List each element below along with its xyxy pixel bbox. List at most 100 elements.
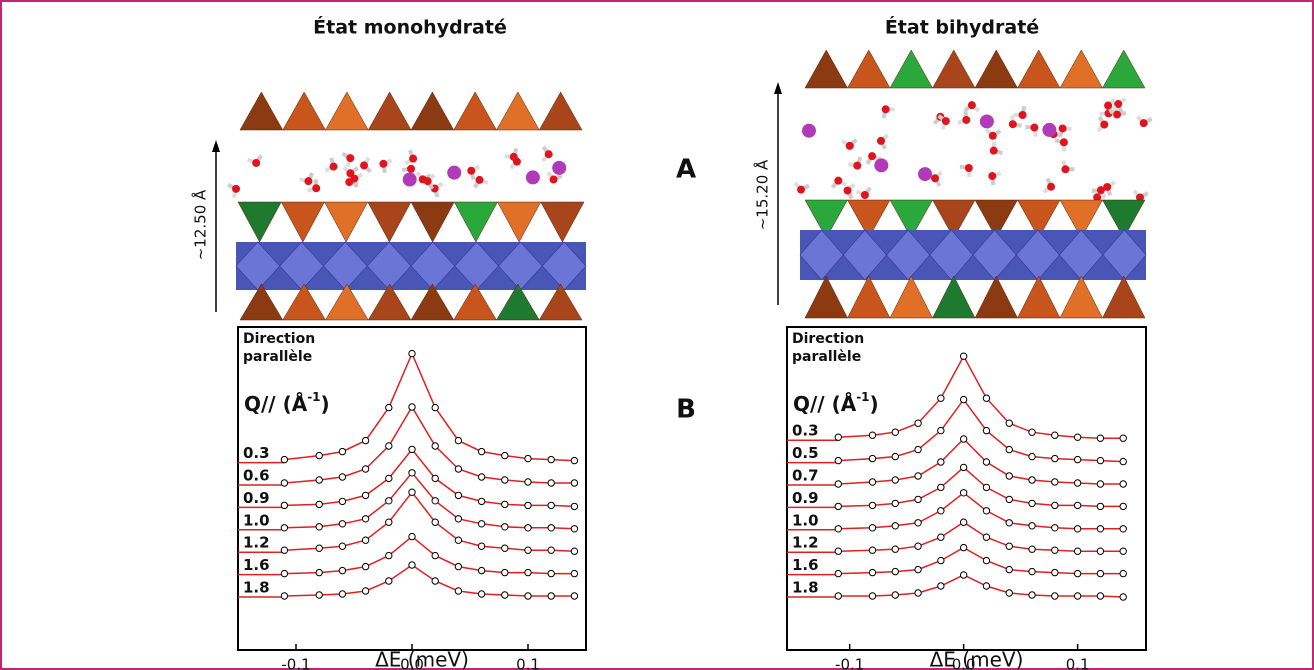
octahedron: [541, 241, 587, 291]
data-point: [959, 518, 968, 526]
data-point: [280, 479, 289, 487]
oxygen: [346, 154, 355, 163]
data-point: [1096, 547, 1105, 555]
data-point: [1119, 569, 1127, 578]
series-label: 0.9: [792, 489, 819, 507]
data-point: [959, 395, 968, 404]
data-point: [891, 567, 899, 576]
data-point: [1028, 499, 1036, 508]
data-point: [1119, 593, 1127, 601]
oxygen: [1093, 193, 1102, 202]
tetrahedron: [453, 201, 498, 243]
data-point: [834, 547, 842, 555]
data-point: [361, 587, 370, 595]
oxygen: [475, 175, 484, 184]
data-point: [1119, 547, 1127, 555]
series-label: 1.6: [792, 556, 819, 574]
plot-frame: [786, 326, 1147, 651]
fit-line: [838, 398, 1124, 463]
data-point: [385, 518, 393, 526]
data-point: [891, 522, 899, 530]
data-point: [501, 544, 509, 552]
data-point: [937, 426, 945, 435]
data-point: [280, 569, 289, 578]
data-point: [454, 562, 463, 571]
oxygen: [232, 184, 241, 193]
oxygen: [1061, 165, 1070, 174]
tetrahedron: [1059, 49, 1103, 89]
oxygen: [1030, 123, 1039, 132]
data-point: [1028, 452, 1036, 461]
data-point: [937, 507, 945, 515]
oxygen: [509, 152, 518, 161]
data-point: [1096, 434, 1105, 442]
oxygen: [544, 150, 553, 159]
data-point: [361, 465, 370, 473]
data-point: [1005, 589, 1013, 597]
oxygen: [312, 184, 321, 193]
data-point: [547, 592, 555, 600]
data-point: [408, 403, 416, 411]
oxygen: [346, 169, 355, 178]
x-tick-label: 0.1: [1066, 656, 1090, 670]
data-point: [868, 546, 877, 554]
tetrahedron: [282, 91, 326, 131]
data-point: [1028, 545, 1036, 553]
oxygen: [1100, 120, 1109, 129]
data-point: [338, 497, 347, 506]
data-point: [891, 476, 899, 484]
data-point: [361, 491, 370, 500]
data-point: [834, 525, 842, 533]
x-tick-label: -0.1: [281, 656, 310, 670]
tetrahedron: [974, 49, 1018, 89]
tetrahedron: [280, 201, 325, 243]
legend-title: Q// (Å-1): [793, 390, 879, 416]
octahedron: [1102, 229, 1147, 281]
data-point: [454, 436, 463, 445]
data-point: [914, 445, 922, 454]
data-point: [501, 523, 509, 531]
data-point: [501, 591, 509, 599]
data-point: [361, 562, 370, 571]
data-point: [914, 565, 922, 574]
data-point: [408, 349, 416, 358]
data-point: [891, 428, 899, 436]
data-point: [385, 577, 393, 585]
data-point: [1005, 565, 1013, 574]
data-point: [1096, 569, 1105, 578]
cation: [402, 172, 417, 187]
data-point: [914, 495, 922, 504]
oxygen: [549, 175, 558, 184]
data-point: [982, 507, 991, 515]
data-point: [1051, 454, 1059, 463]
tetrahedron: [1102, 49, 1146, 89]
data-point: [914, 472, 922, 480]
tetrahedron: [410, 283, 455, 321]
cation: [801, 123, 816, 138]
tetrahedron: [932, 275, 976, 319]
data-point: [408, 445, 416, 454]
legend-title-part: ): [321, 392, 330, 416]
oxygen: [409, 154, 418, 163]
oxygen: [853, 161, 862, 170]
data-point: [431, 474, 439, 483]
data-point: [547, 546, 555, 554]
oxygen: [964, 164, 973, 173]
tetrahedron: [1102, 275, 1146, 319]
fit-line: [284, 564, 575, 597]
spacing-label: ~12.50 Å: [191, 189, 210, 260]
annotation: Direction: [792, 331, 864, 347]
data-point: [914, 589, 922, 597]
data-point: [361, 536, 370, 544]
data-point: [1051, 501, 1059, 510]
oxygen: [989, 146, 998, 155]
data-point: [547, 524, 555, 532]
data-point: [1119, 480, 1127, 488]
data-point: [570, 456, 579, 465]
x-tick-label: 0.0: [952, 656, 976, 670]
panel-label: A: [676, 155, 696, 185]
oxygen: [1139, 119, 1148, 128]
data-point: [1028, 476, 1036, 484]
oxygen: [467, 166, 476, 175]
